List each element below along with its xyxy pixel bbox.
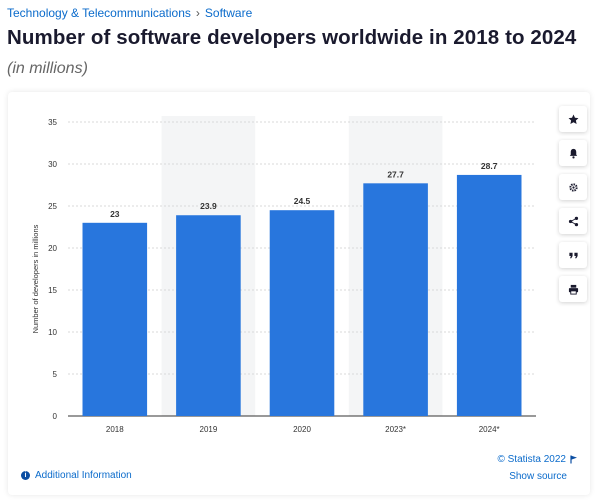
x-tick-label: 2018: [106, 425, 124, 434]
copyright-text: © Statista 2022: [497, 454, 566, 465]
share-icon: [568, 216, 578, 226]
data-label: 28.7: [481, 161, 498, 171]
breadcrumb: Technology & Telecommunications › Softwa…: [7, 6, 252, 20]
bar: [456, 174, 522, 416]
x-tick-label: 2020: [293, 425, 311, 434]
data-label: 24.5: [294, 196, 311, 206]
bar: [363, 183, 428, 416]
gear-icon: [568, 182, 578, 192]
bell-icon: [569, 148, 577, 158]
print-button[interactable]: [559, 276, 587, 302]
y-axis-title: Number of developers in millions: [31, 224, 40, 333]
bar: [82, 222, 148, 416]
x-tick-label: 2024*: [479, 425, 500, 434]
y-tick-label: 20: [48, 244, 57, 253]
additional-information-label: Additional Information: [35, 470, 132, 481]
y-tick-label: 35: [48, 118, 57, 127]
data-label: 23.9: [200, 201, 217, 211]
star-icon: [568, 114, 578, 124]
data-label: 27.7: [387, 169, 404, 179]
print-icon: [568, 284, 578, 295]
breadcrumb-category-link[interactable]: Technology & Telecommunications: [7, 6, 191, 20]
cite-button[interactable]: [559, 242, 587, 268]
y-tick-label: 10: [48, 328, 57, 337]
info-icon: i: [21, 471, 30, 480]
bar: [269, 210, 335, 416]
x-tick-label: 2019: [200, 425, 218, 434]
quote-icon: [568, 252, 578, 258]
bar: [176, 215, 241, 416]
flag-icon: [570, 455, 577, 464]
breadcrumb-separator: ›: [195, 6, 200, 20]
data-label: 23: [110, 209, 120, 219]
y-tick-label: 25: [48, 202, 57, 211]
x-tick-label: 2023*: [385, 425, 406, 434]
settings-button[interactable]: [559, 174, 587, 200]
breadcrumb-subcategory-link[interactable]: Software: [204, 6, 253, 20]
y-tick-label: 0: [53, 412, 58, 421]
bar-chart: 0 5 10 15 20 25 30 35 Number of developers in mi…: [31, 116, 536, 434]
y-tick-label: 30: [48, 160, 57, 169]
favorite-button[interactable]: [559, 106, 587, 132]
additional-information-link[interactable]: i Additional Information: [21, 470, 132, 481]
show-source-link[interactable]: Show source: [509, 471, 567, 482]
page-subtitle: (in millions): [7, 60, 88, 77]
page-title: Number of software developers worldwide …: [7, 26, 577, 49]
notification-button[interactable]: [559, 140, 587, 166]
share-button[interactable]: [559, 208, 587, 234]
y-tick-label: 5: [53, 370, 58, 379]
copyright-notice: © Statista 2022: [497, 454, 578, 465]
y-tick-label: 15: [48, 286, 57, 295]
